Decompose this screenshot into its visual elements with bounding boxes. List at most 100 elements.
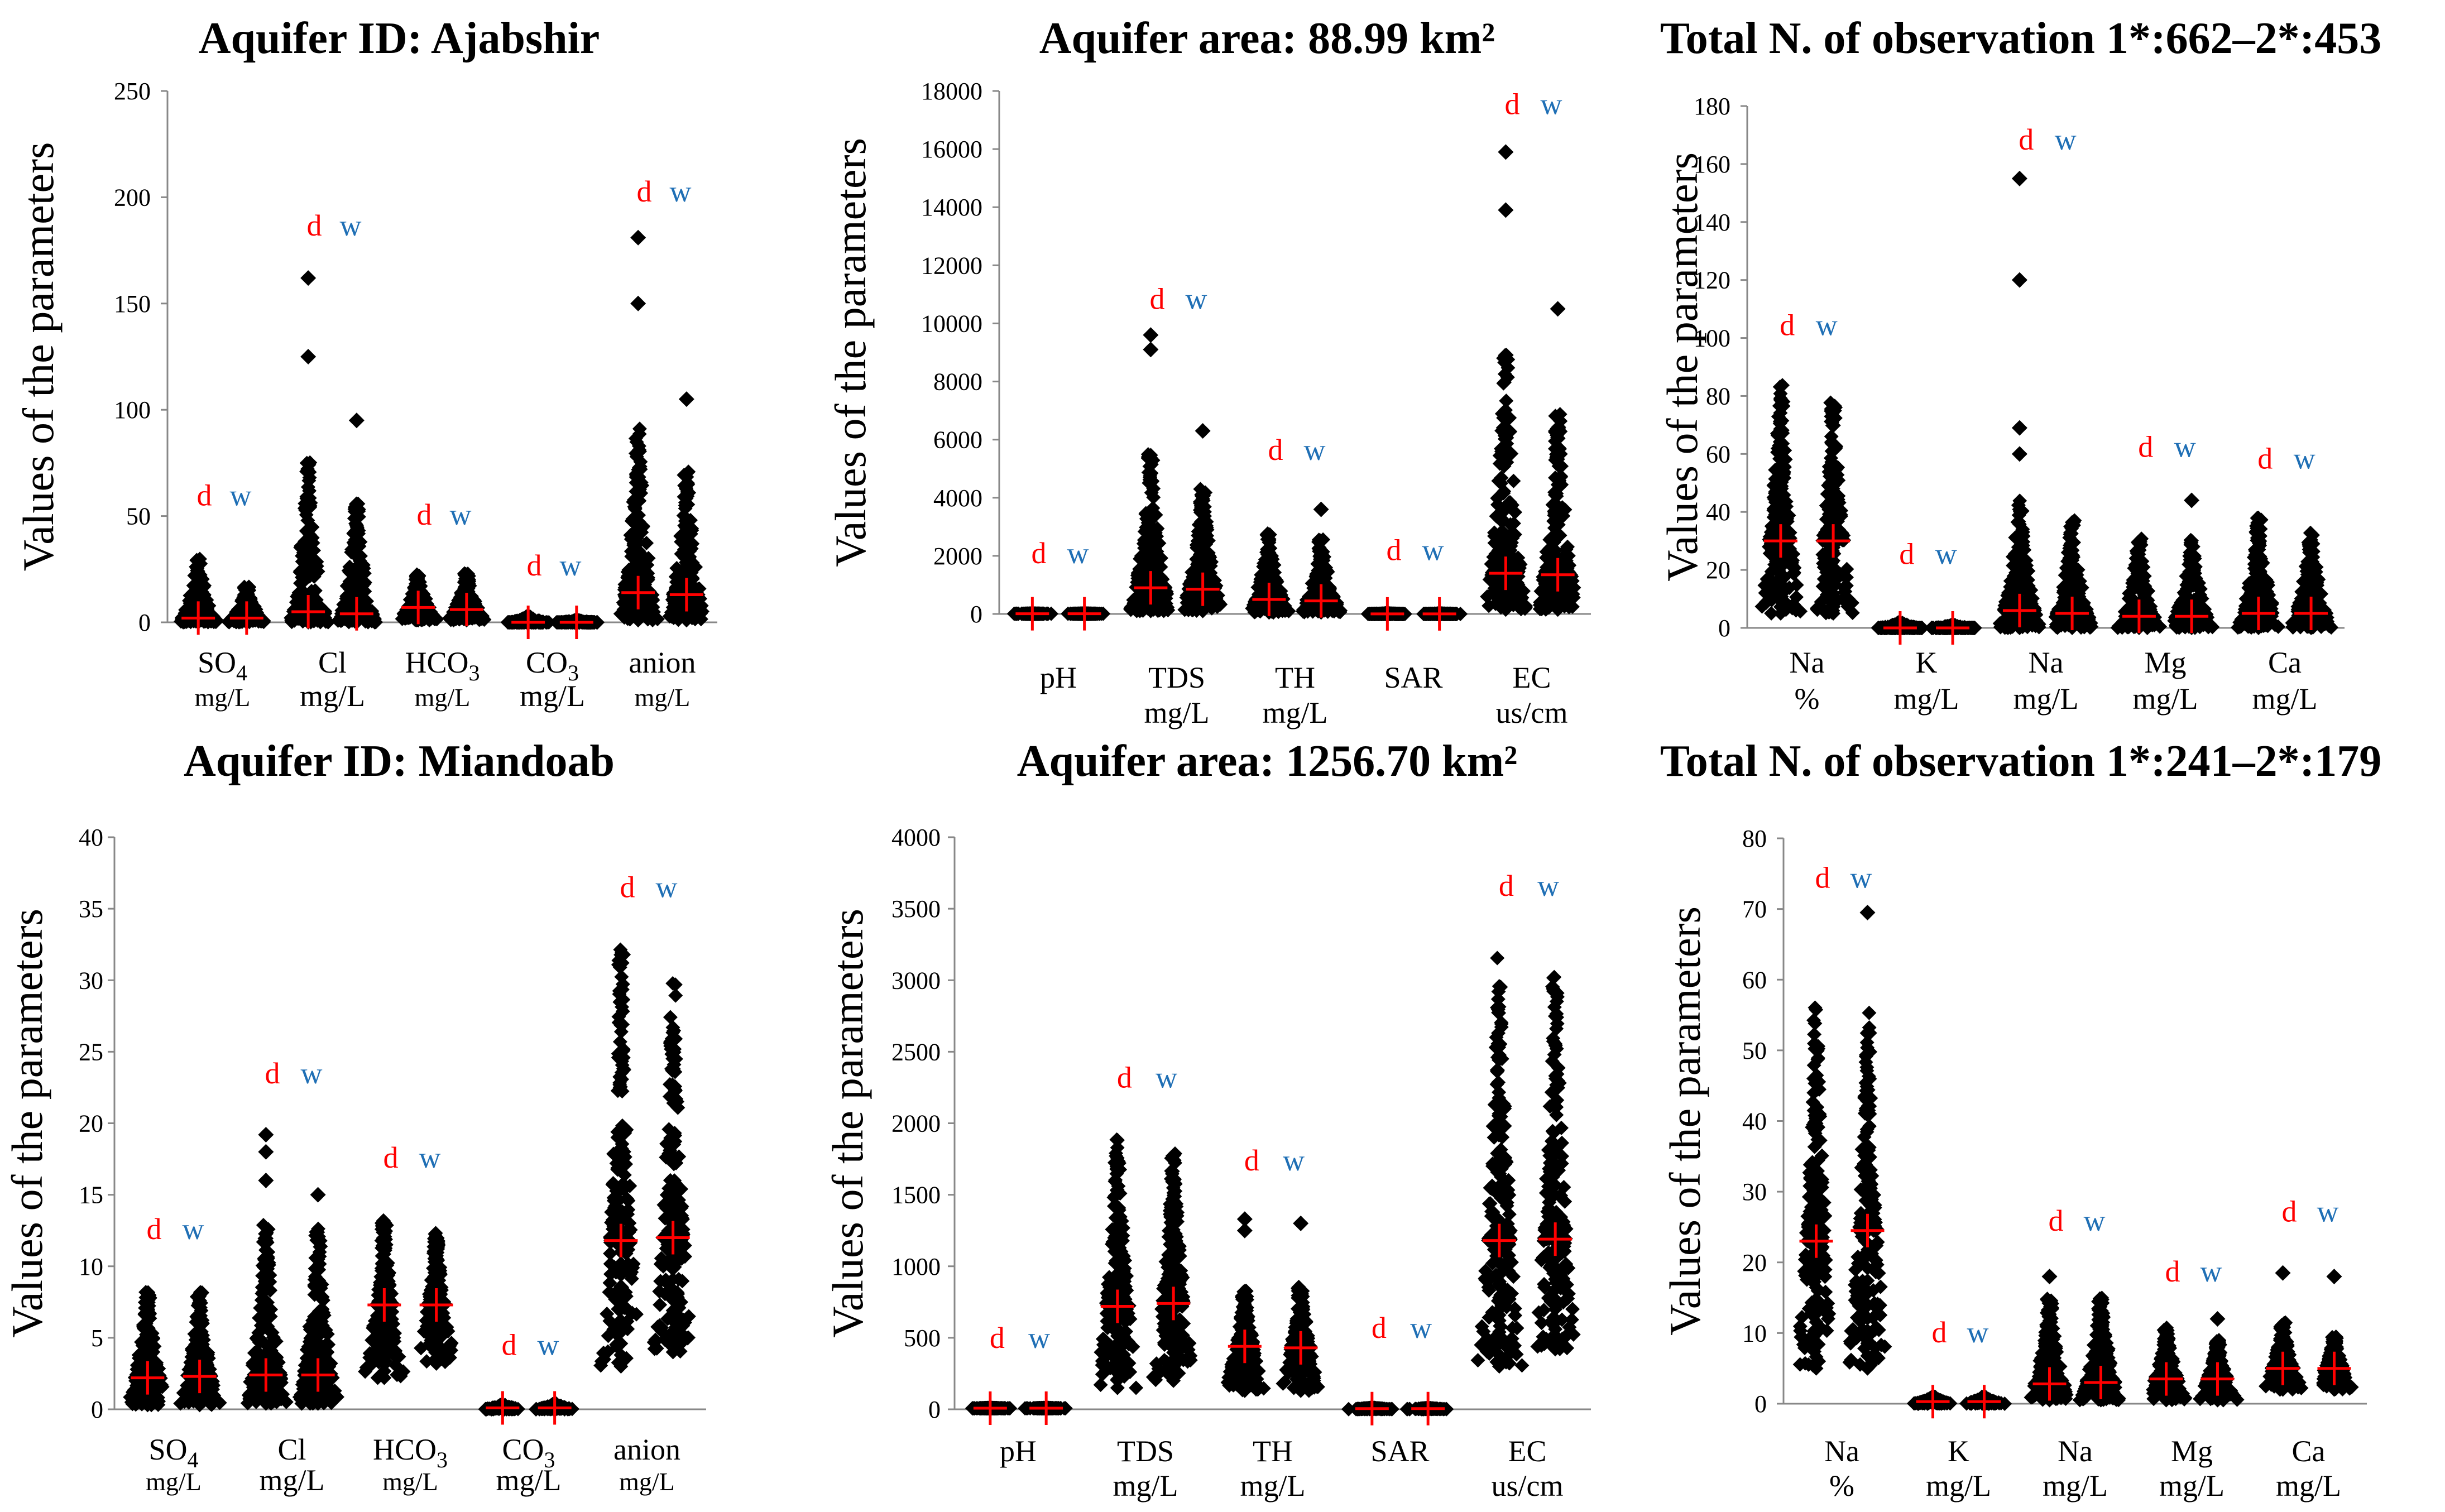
series-label-w: w (670, 175, 692, 208)
category-unit: mg/L (635, 683, 691, 712)
series-d-points (613, 229, 665, 628)
y-tick-label: 14000 (921, 194, 982, 221)
series-w-points (1416, 597, 1468, 631)
category-label: pH (1040, 661, 1077, 694)
y-tick-label: 10000 (921, 310, 982, 337)
series-label-w: w (1816, 308, 1838, 342)
data-point (224, 613, 239, 628)
parameter-group: d w pH (1006, 536, 1111, 694)
y-tick-label: 180 (1694, 93, 1730, 120)
category-unit: us/cm (1496, 696, 1568, 729)
series-label-d: d (1268, 433, 1283, 467)
series-label-w: w (1185, 282, 1207, 315)
y-tick-label: 2000 (933, 543, 982, 570)
series-d-points (284, 270, 335, 630)
series-d-points (1480, 144, 1533, 617)
series-label-w: w (1067, 536, 1089, 570)
series-d-points (1006, 597, 1059, 631)
category-unit: mg/L (195, 683, 251, 712)
data-point (1506, 473, 1521, 488)
series-w-points (330, 412, 383, 631)
series-d-points (1871, 611, 1930, 645)
outlier-point (678, 391, 694, 407)
category-unit: mg/L (520, 679, 585, 713)
outlier-point (630, 229, 646, 246)
data-point (351, 559, 366, 574)
y-tick-label: 100 (114, 396, 151, 424)
series-w-points (442, 566, 492, 628)
series-w-points (1061, 597, 1111, 631)
y-tick-label: 50 (126, 503, 151, 530)
data-point (205, 609, 220, 624)
series-d-points (500, 606, 557, 639)
series-label-d: d (1505, 88, 1520, 121)
series-label-d: d (1032, 536, 1047, 570)
y-tick-label: 250 (114, 78, 151, 105)
y-tick-label: 160 (1694, 151, 1730, 178)
category-label: Na (1790, 646, 1825, 679)
category-unit: mg/L (1144, 696, 1210, 729)
outlier-point (1498, 144, 1514, 160)
y-tick-label: 4000 (933, 484, 982, 512)
data-point (410, 569, 425, 584)
series-d-points (174, 551, 224, 635)
data-point (465, 592, 480, 607)
category-unit: mg/L (300, 679, 365, 713)
category-label: TDS (1148, 661, 1205, 694)
series-w-points (1177, 423, 1228, 618)
outlier-point (1143, 327, 1159, 343)
series-label-w: w (1303, 433, 1325, 467)
y-tick-label: 0 (970, 601, 982, 628)
data-point (298, 556, 313, 571)
y-tick-label: 200 (114, 184, 151, 211)
outlier-point (348, 412, 365, 429)
data-point (1499, 393, 1514, 409)
series-w-points (1810, 395, 1860, 621)
category-label: anion (629, 646, 696, 679)
data-point (348, 516, 363, 531)
parameter-group: d w anion mg/L (613, 175, 709, 712)
series-d-points (1360, 597, 1412, 631)
series-label-d: d (1150, 282, 1165, 315)
outlier-point (1498, 202, 1514, 218)
y-tick-label: 120 (1694, 267, 1730, 294)
data-point (306, 543, 321, 558)
category-label: HCO3 (405, 646, 480, 685)
series-d-points (395, 567, 444, 628)
series-d-points (1245, 526, 1296, 620)
data-point (340, 588, 355, 603)
chart-title: Aquifer area: 88.99 km² (1039, 14, 1495, 63)
series-d-points (1123, 327, 1176, 618)
chart-panel-3: Total N. of observation 1*:662–2*:453Val… (1658, 14, 2381, 716)
parameter-group: d wNa% (1754, 308, 1860, 716)
series-label-d: d (636, 175, 651, 208)
series-label-w: w (1422, 534, 1444, 567)
data-point (347, 525, 362, 540)
data-point (284, 615, 299, 630)
outlier-point (1195, 423, 1211, 439)
series-w-points (549, 606, 605, 639)
chart-title: Total N. of observation 1*:662–2*:453 (1660, 14, 2382, 63)
series-label-w: w (450, 498, 472, 531)
category-label: SAR (1384, 661, 1442, 694)
y-tick-label: 60 (1706, 440, 1730, 468)
category-unit: mg/L (1263, 696, 1328, 729)
category-unit: % (1795, 682, 1820, 716)
y-tick-label: 18000 (921, 78, 982, 105)
category-label: SO4 (198, 646, 247, 685)
data-point (302, 483, 317, 498)
data-point (347, 500, 362, 515)
y-tick-label: 12000 (921, 252, 982, 279)
y-tick-label: 150 (114, 290, 151, 318)
data-point (181, 600, 196, 615)
outlier-point (300, 270, 317, 286)
data-point (346, 535, 361, 550)
